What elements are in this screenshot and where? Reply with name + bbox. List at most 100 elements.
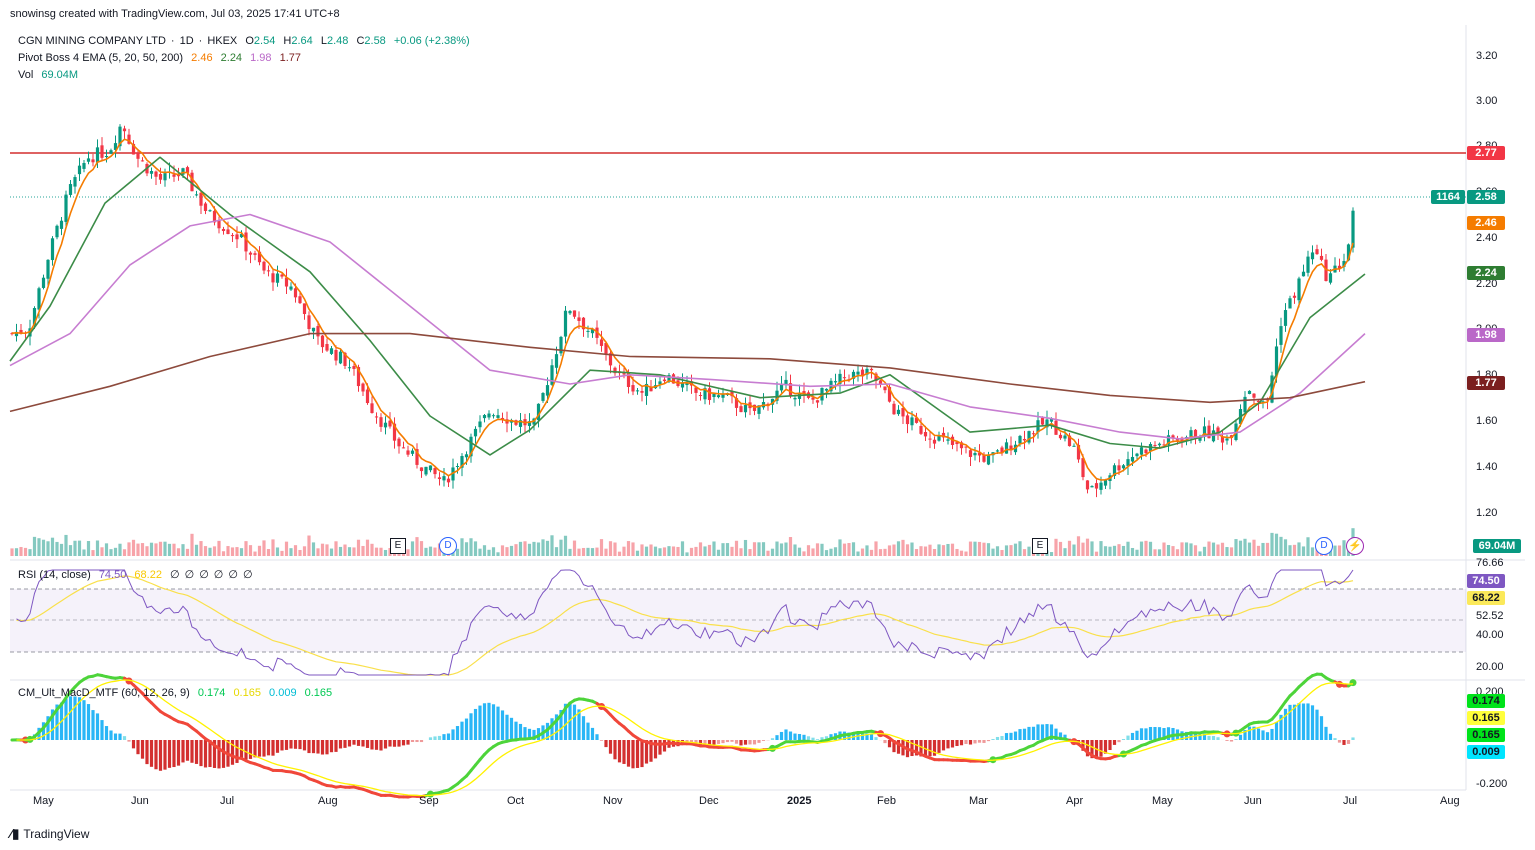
candle-body [671,374,676,384]
volume-bar [982,542,986,556]
volume-bar [316,548,320,556]
volume-bar [320,543,325,556]
volume-bar [181,544,185,556]
candle-body [649,387,653,392]
candle-body [1270,375,1274,403]
candle-body [217,220,221,229]
macd-histogram-bar [1166,727,1171,740]
macd-histogram-bar [514,721,518,740]
candle-body [1076,444,1081,460]
earnings-marker[interactable]: E [390,538,406,554]
candle-body [662,379,667,382]
candle-body [275,273,280,283]
macd-histogram-bar [280,740,284,751]
macd-histogram-bar [307,740,311,754]
volume-bar [775,541,779,556]
rsi-tick: 40.00 [1476,629,1504,641]
lightning-icon[interactable]: ⚡ [1346,537,1364,555]
macd-histogram-bar [586,722,590,740]
volume-bar [1288,545,1292,556]
volume-bar [698,542,703,556]
volume-bar [1022,549,1027,556]
volume-bar [1189,543,1193,556]
macd-histogram-bar [221,740,226,768]
volume-bar [73,540,77,556]
volume-bar [689,547,694,556]
macd-histogram-bar [446,733,451,740]
candle-body [842,377,847,379]
volume-bar [1337,545,1342,556]
macd-histogram-bar [1121,739,1126,740]
macd-histogram-bar [1040,724,1045,740]
tradingview-logo[interactable]: ⁄▮ TradingView [10,826,89,842]
candle-body [50,238,55,261]
volume-legend[interactable]: Vol 69.04M [18,69,83,81]
volume-bar [797,547,802,556]
candle-body [424,466,428,475]
macd-histogram-bar [1184,731,1189,740]
candle-body [311,327,316,332]
dividend-marker[interactable]: D [1315,537,1333,555]
time-label: 2025 [787,795,812,807]
candle-body [1193,429,1198,439]
macd-histogram-bar [1342,740,1346,745]
candle-body [856,371,860,375]
macd-histogram-bar [230,740,235,765]
macd-legend[interactable]: CM_Ult_MacD_MTF (60, 12, 26, 9) 0.174 0.… [18,687,337,699]
time-label: Jun [131,795,149,807]
candle-body [919,425,923,434]
ema50-line [9,213,1366,440]
macd-histogram-bar [383,740,388,749]
macd-histogram-bar [1157,727,1162,740]
macd-histogram-bar [1045,724,1049,740]
macd-histogram-bar [1319,716,1324,740]
earnings-marker[interactable]: E [1032,538,1048,554]
macd-histogram-bar [365,740,370,748]
macd-value-3: 0.009 [269,687,297,699]
ema-legend[interactable]: Pivot Boss 4 EMA (5, 20, 50, 200) 2.46 2… [18,52,306,64]
volume-bar [1027,546,1031,556]
volume-bar [1207,541,1211,556]
candle-body [1310,252,1315,260]
candle-body [487,413,491,418]
macd-histogram-bar [181,740,185,763]
macd-histogram-bar [1054,728,1058,740]
candle-body [1216,427,1220,435]
candle-body [784,379,788,385]
volume-bar [685,552,689,556]
macd-histogram-bar [73,696,77,740]
candle-body [694,387,698,393]
macd-histogram-bar [869,734,874,740]
macd-histogram-bar [707,740,712,746]
candle-body [811,397,815,400]
macd-histogram-bar [1216,737,1220,740]
ema-title: Pivot Boss 4 EMA (5, 20, 50, 200) [18,52,184,64]
candle-body [977,452,982,456]
ohlc-low: L2.48 [321,35,349,47]
symbol-legend[interactable]: CGN MINING COMPANY LTD · 1D · HKEX O2.54 H2.… [18,35,475,47]
macd-histogram-bar [293,740,298,749]
candle-body [406,450,410,455]
volume-bar [757,542,761,556]
volume-bar [631,542,635,556]
rsi-legend[interactable]: RSI (14, close) 74.50 68.22 ∅ ∅ ∅ ∅ ∅ ∅ [18,568,258,581]
macd-histogram-bar [41,722,46,740]
volume-bar [640,544,644,556]
volume-bar [572,540,577,556]
rsi-ma-tag: 68.22 [1467,591,1505,605]
candle-body [86,158,91,162]
macd-histogram-bar [811,737,815,740]
macd-histogram-bar [1229,740,1234,742]
macd-histogram-bar [1009,732,1013,740]
macd-histogram-bar [500,710,505,740]
candle-body [307,315,311,330]
candle-body [496,415,500,418]
macd-histogram-bar [379,740,383,751]
macd-histogram-bar [797,734,802,740]
candle-body [473,428,478,437]
volume-bar [941,545,946,556]
macd-histogram-bar [554,714,559,740]
volume-bar [1265,542,1270,556]
dividend-marker[interactable]: D [439,537,457,555]
